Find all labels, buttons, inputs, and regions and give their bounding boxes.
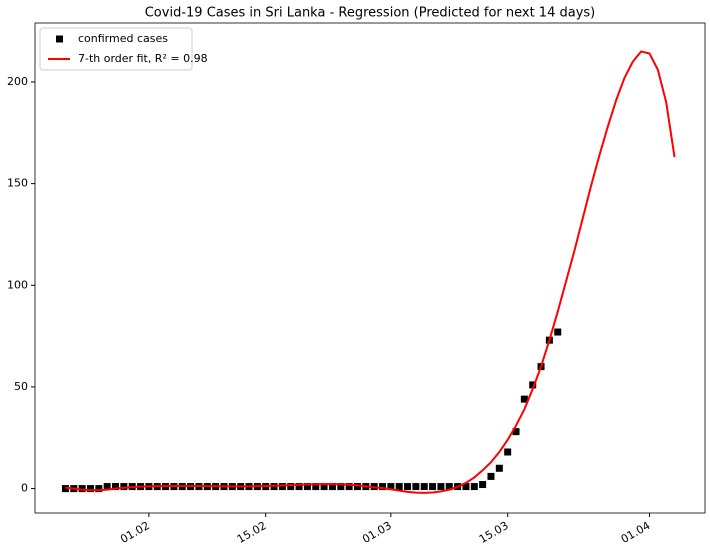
chart-title: Covid-19 Cases in Sri Lanka - Regression… (145, 6, 596, 21)
data-point (554, 328, 562, 336)
data-point (470, 483, 478, 491)
data-point (395, 483, 403, 491)
y-tick-label: 200 (7, 75, 28, 88)
data-point (404, 483, 412, 491)
legend-marker (56, 35, 63, 43)
data-point (504, 448, 512, 456)
data-point (278, 483, 286, 491)
y-tick-label: 100 (7, 278, 28, 291)
legend: confirmed cases 7-th order fit, R² = 0.98 (39, 27, 208, 71)
data-point (103, 483, 111, 491)
data-point (495, 464, 503, 472)
data-point (328, 483, 336, 491)
data-point (295, 483, 303, 491)
data-point (412, 483, 420, 491)
x-tick-label: 01.02 (118, 519, 152, 546)
data-point (78, 485, 86, 493)
fit-line (65, 50, 676, 494)
data-point (520, 395, 528, 403)
data-point (312, 483, 320, 491)
legend-label: confirmed cases (78, 32, 168, 45)
data-point (287, 483, 295, 491)
data-point (387, 483, 395, 491)
y-tick-label: 0 (21, 482, 28, 495)
data-point (487, 472, 495, 480)
data-point (379, 483, 387, 491)
x-tick-label: 15.02 (235, 519, 269, 546)
x-tick-label: 01.03 (360, 519, 394, 546)
data-point (437, 483, 445, 491)
data-point (512, 428, 520, 436)
data-point (337, 483, 345, 491)
data-point (429, 483, 437, 491)
y-tick-label: 150 (7, 177, 28, 190)
data-point (353, 483, 361, 491)
plot-frame (34, 22, 706, 514)
data-point (462, 483, 470, 491)
legend-label: 7-th order fit, R² = 0.98 (78, 52, 208, 65)
data-point (320, 483, 328, 491)
y-tick-label: 50 (14, 380, 28, 393)
data-point (345, 483, 353, 491)
data-point (420, 483, 428, 491)
x-tick-label: 15.03 (477, 519, 511, 546)
legend-box (39, 27, 193, 71)
data-point (529, 381, 537, 389)
data-point (303, 483, 311, 491)
data-point (61, 485, 69, 493)
data-point (479, 481, 487, 489)
data-point (120, 483, 128, 491)
data-point (86, 485, 94, 493)
data-point (445, 483, 453, 491)
data-point (112, 483, 120, 491)
data-point (95, 485, 103, 493)
x-tick-label: 01.04 (619, 519, 653, 546)
